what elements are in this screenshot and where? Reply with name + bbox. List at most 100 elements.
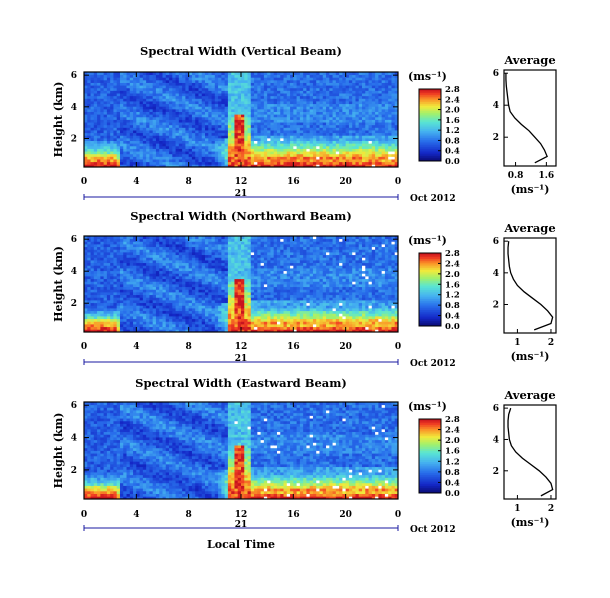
heatmap-cell [224,101,229,105]
heatmap-cell [113,292,118,296]
heatmap-cell [322,98,327,102]
heatmap-cell [221,137,226,142]
heatmap-cell [84,241,88,245]
heatmap-cell [155,294,160,298]
heatmap-cell [322,153,327,157]
heatmap-cell [263,135,268,139]
heatmap-cell [227,132,232,136]
heatmap-cell [257,74,262,78]
heatmap-cell [394,101,399,105]
heatmap-cell [87,161,91,165]
heatmap-cell [391,85,396,89]
heatmap-cell [362,98,366,102]
heatmap-cell [306,87,311,91]
heatmap-cell [133,276,137,280]
heatmap-cell [155,164,160,168]
heatmap-cell [368,119,373,123]
heatmap-cell [106,281,111,285]
heatmap-cell [152,137,157,142]
heatmap-cell [326,148,330,152]
heatmap-cell [106,316,111,320]
heatmap-cell [208,116,212,120]
heatmap-cell [221,127,226,131]
heatmap-cell [191,145,196,149]
heatmap-cell [87,281,91,285]
heatmap-cell [182,137,186,142]
heatmap-cell [97,130,101,134]
heatmap-cell [93,252,98,256]
heatmap-cell [234,159,239,163]
heatmap-cell [123,289,127,293]
heatmap-cell [162,124,167,128]
heatmap-cell [231,90,235,94]
heatmap-cell [126,151,131,155]
heatmap-cell [162,140,167,144]
heatmap-cell [309,98,314,102]
heatmap-cell [149,238,154,242]
heatmap-cell [384,103,389,107]
heatmap-cell [169,316,173,320]
heatmap-cell [136,321,140,325]
heatmap-cell [250,132,255,136]
heatmap-cell [257,114,262,118]
heatmap-cell [172,268,176,272]
heatmap-cell [182,124,186,128]
heatmap-cell [93,98,98,102]
heatmap-cell [110,101,114,105]
colorbar-tick-label: 1.2 [445,126,460,136]
colorbar-segment [419,114,441,117]
heatmap-cell [87,265,91,269]
heatmap-cell [136,244,140,248]
heatmap-cell [129,252,134,256]
heatmap-cell [348,159,353,163]
heatmap-cell [254,72,258,76]
heatmap-cell [155,308,160,312]
heatmap-cell [119,156,124,160]
heatmap-cell [332,119,337,123]
heatmap-cell [110,278,114,282]
heatmap-cell [142,289,147,293]
heatmap-cell [198,106,203,110]
heatmap-cell [169,116,173,120]
heatmap-cell [191,321,196,325]
heatmap-cell [126,260,131,264]
heatmap-cell [175,140,180,144]
heatmap-cell [299,101,304,105]
heatmap-cell [93,289,98,293]
heatmap-cell [100,87,105,91]
heatmap-cell [123,310,127,314]
heatmap-cell [119,114,124,118]
heatmap-cell [106,292,111,296]
heatmap-cell [201,308,206,312]
heatmap-cell [185,276,190,280]
heatmap-cell [195,326,199,330]
heatmap-cell [116,297,121,301]
heatmap-cell [371,85,376,89]
heatmap-cell [87,90,91,94]
heatmap-cell [93,151,98,155]
heatmap-cell [93,257,98,261]
heatmap-cell [142,236,147,240]
heatmap-cell [146,284,150,288]
heatmap-cell [172,151,176,155]
heatmap-cell [119,326,124,330]
heatmap-cell [329,111,333,115]
heatmap-cell [113,95,118,99]
heatmap-cell [221,130,226,134]
heatmap-cell [90,101,95,105]
heatmap-cell [260,111,265,115]
heatmap-cell [178,116,183,120]
heatmap-cell [358,153,363,157]
heatmap-cell [260,103,265,107]
heatmap-cell [90,281,95,285]
heatmap-cell [103,262,108,266]
heatmap-cell [339,137,343,142]
heatmap-cell [394,98,399,102]
heatmap-cell [129,116,134,120]
heatmap-cell [84,93,88,97]
heatmap-cell [116,265,121,269]
heatmap-cell [211,127,216,131]
heatmap-cell [355,143,360,147]
heatmap-cell [394,127,399,131]
heatmap-cell [348,116,353,120]
